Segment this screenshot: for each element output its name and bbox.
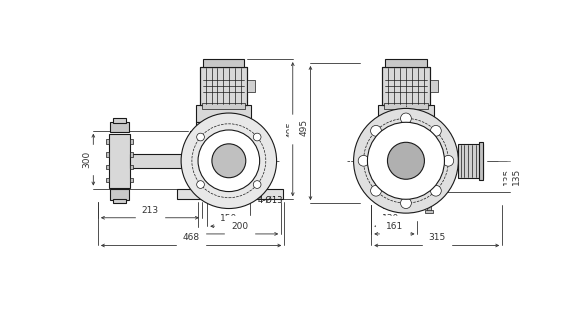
Bar — [479, 141, 483, 180]
Bar — [202, 103, 245, 109]
Bar — [385, 59, 427, 67]
Bar — [382, 67, 430, 105]
Circle shape — [181, 113, 276, 209]
Text: 200: 200 — [231, 222, 248, 231]
Bar — [130, 154, 190, 168]
Bar — [200, 67, 247, 105]
Bar — [110, 189, 129, 200]
Circle shape — [197, 181, 204, 188]
Text: 130: 130 — [382, 214, 399, 223]
Bar — [414, 201, 419, 211]
Text: 495: 495 — [295, 121, 304, 138]
Circle shape — [353, 109, 458, 213]
Text: 4-Ø13: 4-Ø13 — [258, 195, 284, 204]
Circle shape — [400, 113, 411, 124]
Text: 135: 135 — [503, 168, 512, 185]
Text: 213: 213 — [141, 206, 158, 215]
Text: 315: 315 — [428, 233, 446, 243]
Text: 161: 161 — [386, 222, 403, 231]
Bar — [109, 134, 130, 188]
Bar — [412, 210, 420, 213]
Circle shape — [430, 185, 441, 196]
Bar — [394, 210, 402, 213]
Bar — [425, 210, 433, 213]
Text: 468: 468 — [183, 233, 200, 243]
Bar — [382, 67, 430, 105]
Text: 135: 135 — [512, 168, 521, 185]
Bar — [106, 178, 110, 182]
Circle shape — [370, 126, 382, 136]
Bar — [396, 201, 400, 211]
Text: 495: 495 — [286, 121, 295, 138]
Bar — [195, 122, 251, 131]
Circle shape — [430, 126, 441, 136]
Bar — [378, 105, 434, 122]
Bar — [382, 210, 389, 213]
Circle shape — [370, 185, 382, 196]
Circle shape — [254, 133, 261, 141]
Bar — [177, 188, 283, 199]
Bar — [247, 80, 255, 92]
Bar — [427, 201, 431, 211]
Bar — [379, 192, 435, 203]
Bar — [458, 144, 483, 178]
Bar — [130, 152, 133, 157]
Circle shape — [400, 198, 411, 209]
Circle shape — [367, 122, 444, 199]
Circle shape — [198, 130, 259, 192]
Bar — [383, 201, 387, 211]
Bar — [113, 118, 126, 123]
Bar — [372, 131, 441, 192]
Bar — [106, 165, 110, 169]
Bar — [106, 139, 110, 144]
Bar — [113, 199, 126, 203]
Bar — [378, 122, 434, 131]
Circle shape — [387, 142, 424, 179]
Bar — [430, 80, 437, 92]
Circle shape — [254, 181, 261, 188]
Bar — [190, 131, 241, 188]
Bar — [106, 152, 110, 157]
Bar — [384, 103, 427, 109]
Bar — [130, 165, 133, 169]
Bar — [200, 67, 247, 105]
Bar — [110, 122, 129, 132]
Circle shape — [197, 133, 204, 141]
Circle shape — [443, 156, 454, 166]
Text: 52.5: 52.5 — [397, 206, 415, 215]
Bar — [130, 139, 133, 144]
Bar — [130, 178, 133, 182]
Circle shape — [358, 156, 369, 166]
Text: 150: 150 — [220, 214, 238, 223]
Circle shape — [212, 144, 246, 178]
Bar — [203, 59, 244, 67]
Text: 300: 300 — [82, 151, 91, 168]
Bar — [195, 105, 251, 122]
Text: 495: 495 — [299, 119, 308, 136]
